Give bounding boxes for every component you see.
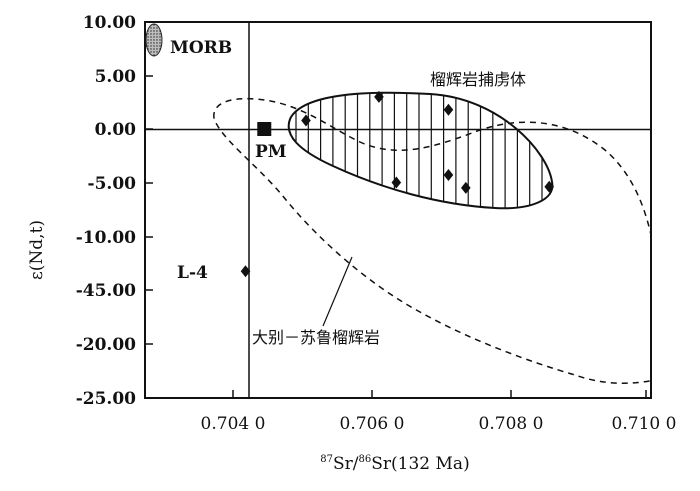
y-tick-label: 5.00 [95,67,137,87]
y-tick-label: -45.00 [76,281,136,301]
x-axis-title: 87Sr/86Sr(132 Ma) [320,454,469,474]
plot-frame [144,21,652,399]
y-tick: 0.00 [95,120,153,140]
y-tick-label: 10.00 [83,13,136,33]
marker-xenolith-diamond [443,103,454,116]
marker-xenolith-diamond [443,169,454,182]
y-tick-label: -5.00 [88,174,137,194]
y-tick: -10.00 [76,228,153,248]
label-pm: PM [255,142,287,162]
field-dabie-sulu-eclogite [213,97,651,384]
y-axis: 10.00 5.00 0.00 -5.00 -10.00 -45.00 -20.… [76,13,153,409]
field-morb [145,23,163,57]
x-axis: 0.704 0 0.706 0 0.708 0 0.710 0 [201,390,677,434]
y-tick: -25.00 [76,389,153,409]
marker-xenolith-diamond [461,181,471,194]
y-tick: 10.00 [83,13,153,33]
marker-xenolith-diamond [301,114,311,127]
x-tick-label: 0.710 0 [612,414,677,434]
y-tick-label: -20.00 [76,335,136,355]
y-tick-label: -25.00 [76,389,136,409]
x-tick-label: 0.708 0 [479,414,544,434]
x-tick: 0.704 0 [201,390,266,434]
x-tick: 0.708 0 [479,390,544,434]
y-tick-label: -10.00 [76,228,136,248]
label-l4: L-4 [177,263,208,283]
leader-line-dabie [322,256,353,327]
label-morb: MORB [170,38,232,58]
y-tick-label: 0.00 [95,120,137,140]
marker-xenolith-diamond [374,90,384,103]
field-eclogite-xenolith [287,91,554,210]
y-tick: -5.00 [88,174,153,194]
marker-l4-diamond [240,265,251,278]
marker-pm-square [257,122,272,136]
x-tick-label: 0.706 0 [340,414,405,434]
data-markers [240,90,555,278]
y-tick: -20.00 [76,335,153,355]
marker-xenolith-diamond [544,180,555,193]
x-tick: 0.706 0 [340,390,405,434]
x-tick: 0.710 0 [612,390,677,434]
y-tick: -45.00 [76,281,153,301]
y-tick: 5.00 [95,67,153,87]
marker-xenolith-diamond [391,176,402,189]
y-axis-title: ε(Nd,t) [27,220,47,280]
label-dabie-sulu-eclogite: 大别－苏鲁榴辉岩 [252,328,380,347]
label-eclogite-xenolith: 榴辉岩捕虏体 [430,70,526,89]
x-tick-label: 0.704 0 [201,414,266,434]
